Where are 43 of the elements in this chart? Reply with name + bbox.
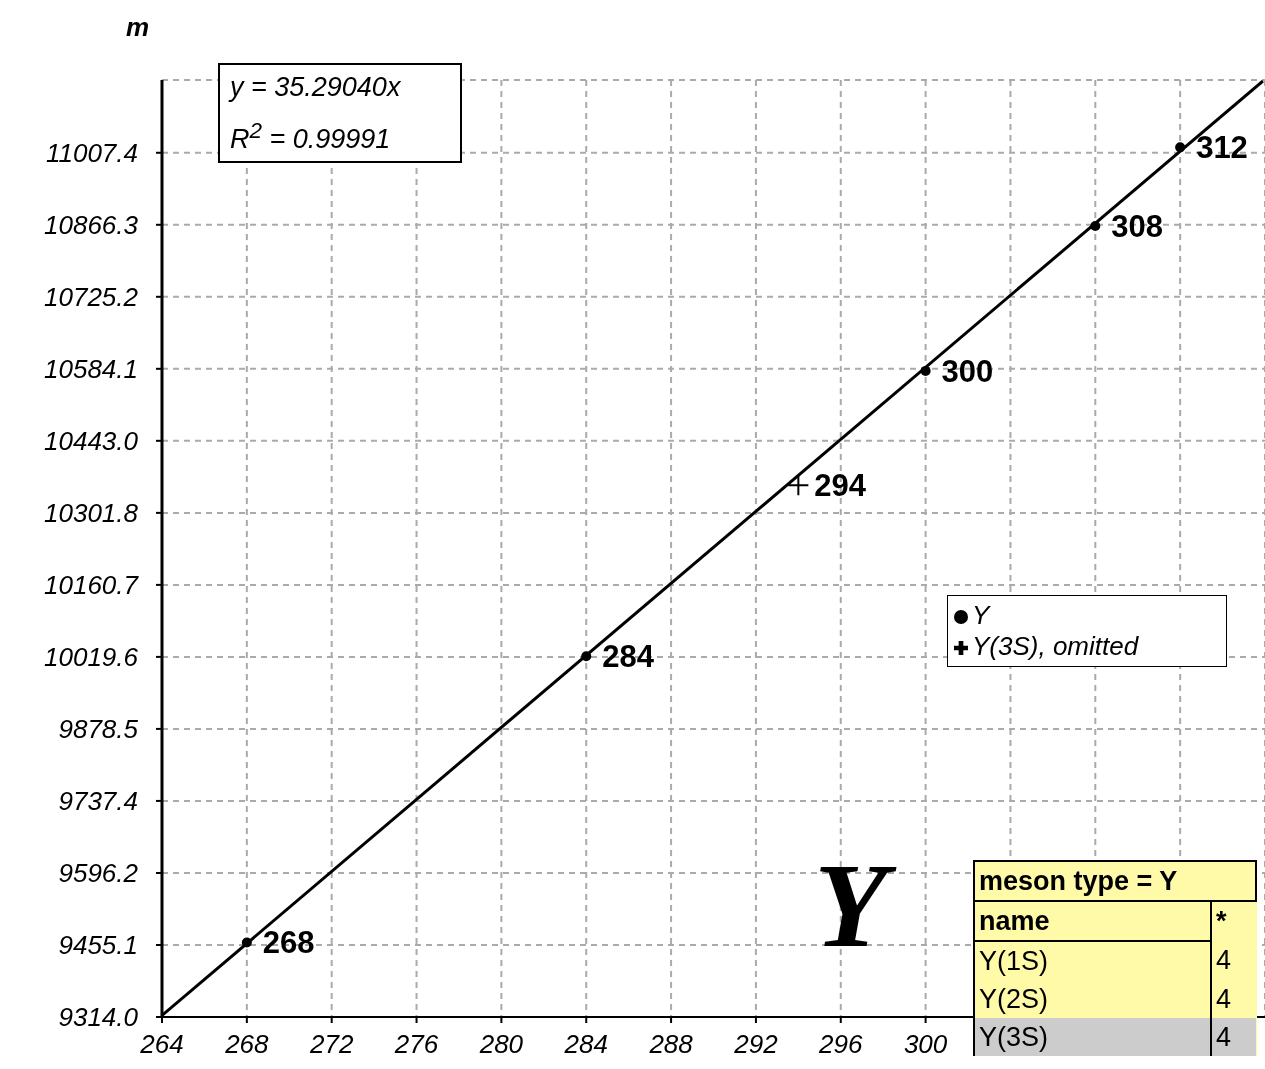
y-tick-label: 9314.0 (58, 1002, 139, 1033)
annotation: * (1215, 905, 1228, 938)
x-tick-label: 296 (818, 1029, 863, 1060)
y-tick-label: 10019.6 (44, 642, 139, 673)
y-tick-label: 10866.3 (44, 210, 139, 241)
text: Y(3S) (974, 1018, 1211, 1056)
x-tick-label: 288 (648, 1029, 694, 1060)
y-tick-label: 9737.4 (58, 786, 138, 817)
x-tick-label: 280 (478, 1029, 524, 1060)
y-tick-label: 10160.7 (44, 570, 140, 601)
annotation: 4 (1215, 944, 1233, 977)
x-tick-label: 284 (563, 1029, 608, 1060)
x-tick-label: 292 (733, 1029, 779, 1060)
y-tick-label: 10584.1 (44, 354, 138, 385)
y-tick-label: 9596.2 (58, 858, 139, 889)
y-tick-label: 9455.1 (58, 930, 138, 961)
annotation: 268 (262, 925, 315, 961)
x-tick-label: 264 (139, 1029, 184, 1060)
y-tick-label: 11007.4 (45, 138, 138, 169)
annotation: 300 (941, 353, 994, 389)
annotation: y = 35.29040x (230, 71, 402, 104)
y-tick-label: 10443.0 (44, 426, 139, 457)
y-tick-label: 10301.8 (44, 498, 139, 529)
annotation: 308 (1111, 208, 1164, 244)
legend-label: Y(3S), omitted (972, 631, 1139, 661)
annotation: Y(1S) (974, 941, 1211, 980)
legend-label: Y (972, 600, 990, 630)
annotation: 4 (1215, 982, 1233, 1016)
annotation: meson type = Y (974, 861, 1256, 901)
x-tick-label: 272 (309, 1029, 354, 1060)
x-tick-label: 268 (224, 1029, 270, 1060)
annotation: 294 (814, 468, 867, 504)
x-tick-label: 300 (903, 1029, 948, 1060)
annotation: R$^{2}$ = 0.99991 (230, 117, 392, 156)
annotation: 312 (1196, 130, 1248, 166)
annotation: Y(2S) (974, 980, 1211, 1018)
y-tick-label: 9878.5 (58, 714, 139, 745)
x-tick-label: 276 (393, 1029, 439, 1060)
annotation: 284 (602, 639, 655, 675)
y-axis-title: m (126, 12, 150, 43)
equation-box: y = 35.29040x R$^{2}$ = 0.99991 (218, 63, 462, 163)
y-tick-label: 10725.2 (44, 282, 139, 313)
annotation: name (974, 901, 1211, 941)
